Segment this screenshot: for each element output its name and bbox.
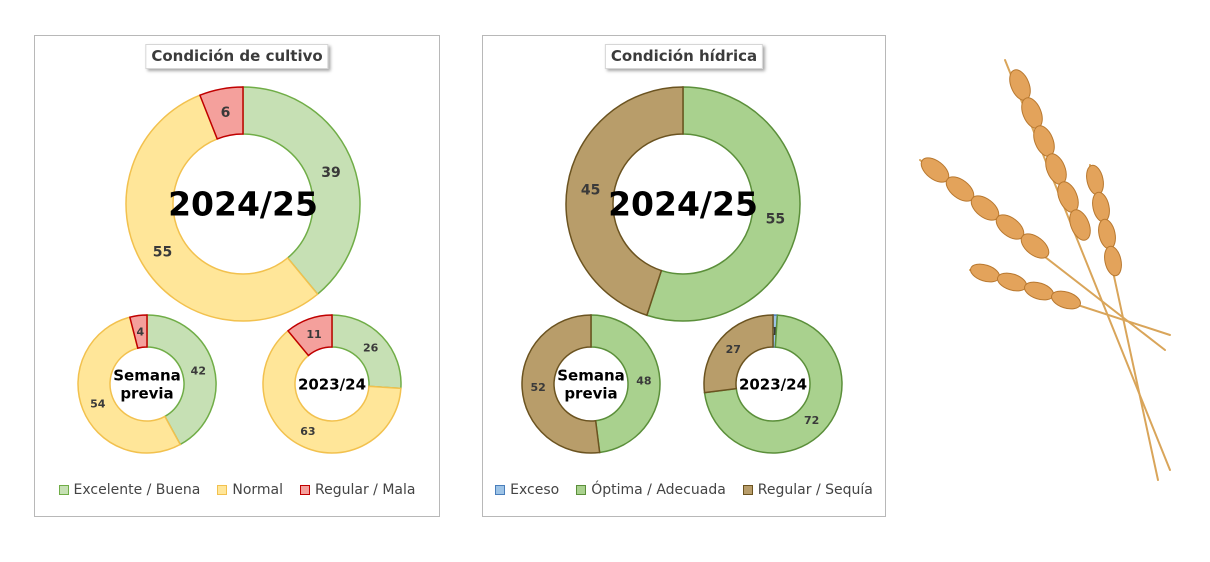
- legend-item-excelente-buena: Excelente / Buena: [58, 482, 201, 498]
- slice-optima-adecuada: [590, 314, 661, 454]
- legend-swatch-normal: [217, 485, 228, 495]
- value-label-regular-mala: 11: [306, 328, 321, 341]
- legend-swatch-regular-mala: [300, 485, 311, 495]
- legend-swatch-excelente-buena: [58, 485, 69, 495]
- slice-regular-sequia: [521, 314, 601, 454]
- crop-condition-legend: Excelente / Buena Normal Regular / Mala: [35, 482, 439, 498]
- center-label-2023-24: 2023/24: [739, 375, 807, 393]
- value-label-regular-sequia: 27: [726, 343, 741, 356]
- water-condition-legend: Exceso Óptima / Adecuada Regular / Sequí…: [483, 482, 885, 498]
- slice-regular-mala: [286, 314, 333, 357]
- slice-excelente-buena: [331, 314, 402, 390]
- slice-regular-mala: [198, 86, 244, 140]
- slice-normal: [125, 94, 319, 322]
- donut-2024-25: 39 55 6 2024/25: [125, 86, 361, 322]
- donut-2024-25: 55 45 2024/25: [565, 86, 801, 322]
- donut-semana-previa: 42 54 4 Semana previa: [77, 314, 217, 454]
- value-label-excelente-buena: 26: [363, 342, 379, 355]
- slice-regular-sequia: [703, 314, 774, 394]
- legend-label: Regular / Mala: [315, 482, 416, 498]
- value-label-normal: 63: [300, 425, 315, 438]
- value-label-regular-mala: 6: [221, 105, 231, 121]
- center-label-semana-previa: Semana previa: [557, 366, 625, 402]
- wheat-icon: [919, 59, 1171, 481]
- slice-normal: [262, 329, 402, 454]
- slice-optima-adecuada: [703, 314, 843, 454]
- slice-excelente-buena: [242, 86, 361, 296]
- legend-label: Normal: [232, 482, 284, 498]
- value-label-exceso: 1: [771, 325, 779, 338]
- slice-normal: [77, 316, 182, 454]
- value-label-optima-adecuada: 48: [636, 375, 651, 388]
- legend-label: Exceso: [510, 482, 560, 498]
- legend-item-exceso: Exceso: [495, 482, 559, 498]
- value-label-optima-adecuada: 55: [766, 212, 785, 228]
- legend-item-optima-adecuada: Óptima / Adecuada: [576, 482, 726, 498]
- center-label-2024-25: 2024/25: [608, 185, 758, 224]
- slice-optima-adecuada: [645, 86, 801, 322]
- legend-label: Excelente / Buena: [73, 482, 201, 498]
- value-label-normal: 54: [90, 397, 106, 410]
- water-condition-donuts: 55 45 2024/25 48 52 Semana previa 1 72 27 2023/24: [521, 86, 843, 454]
- value-label-excelente-buena: 39: [321, 165, 340, 181]
- legend-label: Regular / Sequía: [757, 482, 873, 498]
- legend-label: Óptima / Adecuada: [591, 482, 726, 498]
- value-label-regular-sequia: 45: [581, 182, 600, 198]
- legend-item-normal: Normal: [217, 482, 283, 498]
- value-label-excelente-buena: 42: [191, 365, 206, 378]
- crop-condition-donuts: 39 55 6 2024/25 42 54 4 Semana previa 26 63 11 2023/…: [77, 86, 402, 454]
- water-condition-panel: Condición hídrica 55 45 2024/25 48 52 Semana p…: [482, 35, 886, 517]
- value-label-normal: 55: [153, 244, 172, 260]
- legend-swatch-regular-sequia: [742, 485, 753, 495]
- center-label-semana-previa: Semana previa: [113, 366, 181, 402]
- legend-swatch-optima-adecuada: [576, 485, 587, 495]
- legend-swatch-exceso: [495, 485, 506, 495]
- value-label-regular-sequia: 52: [530, 381, 545, 394]
- donut-semana-previa: 48 52 Semana previa: [521, 314, 661, 454]
- value-label-regular-mala: 4: [137, 325, 145, 338]
- value-label-optima-adecuada: 72: [804, 414, 819, 427]
- donut-2023-24: 26 63 11 2023/24: [262, 314, 402, 454]
- crop-condition-title: Condición de cultivo: [145, 44, 329, 69]
- slice-regular-sequia: [565, 86, 684, 317]
- donut-2023-24: 1 72 27 2023/24: [703, 314, 843, 454]
- center-label-2023-24: 2023/24: [298, 375, 366, 393]
- legend-item-regular-mala: Regular / Mala: [300, 482, 415, 498]
- crop-condition-panel: Condición de cultivo 39 55 6 2024/25 42 54 4 Se…: [34, 35, 440, 517]
- legend-item-regular-sequia: Regular / Sequía: [742, 482, 873, 498]
- slice-regular-mala: [128, 314, 148, 350]
- water-condition-title: Condición hídrica: [604, 44, 764, 69]
- center-label-2024-25: 2024/25: [168, 185, 318, 224]
- slice-excelente-buena: [146, 314, 217, 446]
